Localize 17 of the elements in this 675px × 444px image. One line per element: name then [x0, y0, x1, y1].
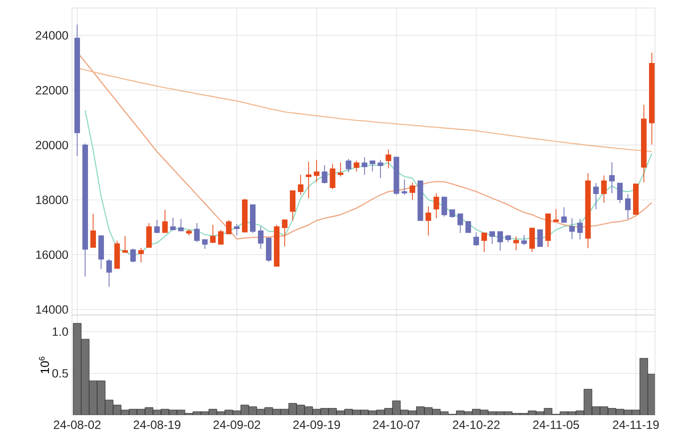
x-tick-label: 24-08-19: [134, 420, 180, 429]
y-tick-label: 20000: [36, 140, 68, 150]
y-tick-label: 16000: [36, 250, 68, 259]
y-tick-label: 14000: [36, 305, 68, 314]
y-tick-label: 24000: [36, 31, 68, 40]
x-tick-label: 24-08-02: [54, 420, 101, 429]
x-tick-label: 24-10-22: [452, 420, 500, 429]
y-tick-label: 0.5: [52, 369, 68, 378]
x-tick-label: 24-09-19: [293, 420, 340, 429]
x-tick-label: 24-09-02: [213, 420, 260, 429]
x-tick-label: 24-10-07: [373, 420, 420, 429]
x-tick-label: 24-11-19: [612, 420, 659, 429]
y-tick-label: 1.0: [52, 327, 68, 336]
y-tick-label: 22000: [36, 86, 68, 94]
x-tick-label: 24-11-05: [533, 420, 580, 429]
y-axis-title: 10$^{6}$: [39, 356, 50, 374]
y-tick-label: 18000: [36, 196, 68, 204]
